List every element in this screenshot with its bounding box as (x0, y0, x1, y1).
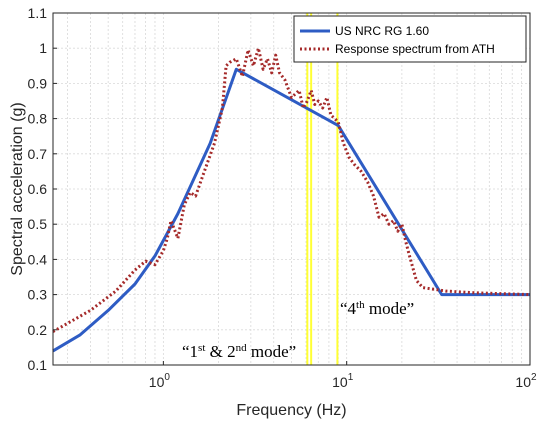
y-tick-label: 0.6 (28, 181, 48, 197)
x-tick-base: 10 (332, 374, 348, 390)
x-tick-exponent: 0 (164, 372, 170, 383)
y-tick-label: 0.7 (28, 146, 48, 162)
annotation-superscript: st (198, 342, 205, 354)
y-tick-label: 0.8 (28, 111, 48, 127)
y-tick-label: 0.3 (28, 287, 48, 303)
y-tick-label: 0.4 (28, 251, 48, 267)
legend-label: US NRC RG 1.60 (335, 24, 429, 38)
y-tick-label: 0.5 (28, 216, 48, 232)
x-tick-labels: 100 101 102 (149, 361, 537, 390)
x-tick-exponent: 2 (531, 372, 537, 383)
mode-lines (306, 13, 339, 365)
mode-annotation: “1st & 2nd mode” (182, 342, 296, 361)
y-tick-label: 0.9 (28, 75, 48, 91)
legend: US NRC RG 1.60 Response spectrum from ATH (293, 15, 527, 63)
x-tick-base: 10 (515, 374, 531, 390)
x-tick-base: 10 (149, 374, 165, 390)
legend-box (293, 15, 527, 63)
grid (53, 12, 530, 366)
y-tick-label: 1 (39, 40, 47, 56)
x-tick-exponent: 1 (348, 372, 354, 383)
x-axis-label: Frequency (Hz) (236, 402, 346, 419)
mode-annotation: “4th mode” (340, 299, 414, 318)
y-tick-label: 0.2 (28, 322, 48, 338)
annotation-superscript: nd (236, 342, 248, 354)
x-tick-label: 101 (332, 372, 354, 390)
annotation-superscript: th (356, 299, 365, 311)
y-axis-label: Spectral acceleration (g) (9, 102, 26, 275)
annotation-text: mode” (365, 299, 415, 318)
annotation-text: “4 (340, 299, 357, 318)
series-group (52, 46, 531, 353)
annotation-text: “1 (182, 342, 198, 361)
y-tick-label: 1.1 (28, 5, 48, 21)
legend-label: Response spectrum from ATH (335, 42, 495, 56)
series-line-rg160 (52, 67, 530, 353)
x-tick-label: 102 (515, 372, 537, 390)
annotation-text: mode” (247, 342, 297, 361)
y-tick-labels: 0.1 0.2 0.3 0.4 0.5 0.6 0.7 0.8 0.9 1 1.1 (28, 5, 57, 373)
mode-annotations: “1st & 2nd mode”“4th mode” (182, 299, 414, 361)
annotation-text: & 2 (205, 342, 235, 361)
y-tick-label: 0.1 (28, 357, 48, 373)
x-tick-label: 100 (149, 372, 171, 390)
